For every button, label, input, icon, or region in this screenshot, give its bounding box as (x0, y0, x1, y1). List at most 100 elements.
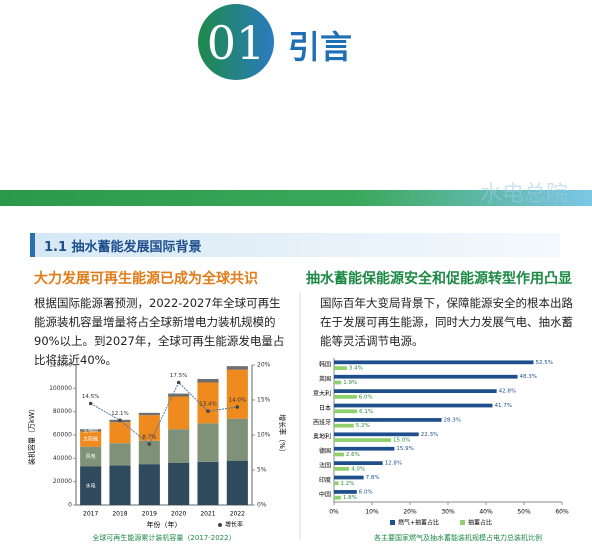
value-label: 48.3% (520, 374, 537, 380)
point (176, 380, 181, 385)
bar-segment (197, 382, 219, 424)
value-label: 52.5% (536, 360, 553, 366)
point (88, 401, 93, 406)
bar (334, 495, 341, 500)
bar (334, 418, 442, 422)
value-label: 41.7% (494, 403, 511, 409)
title: 引言 (288, 28, 353, 66)
x-tick-label: 2020 (171, 511, 186, 518)
x-tick-label: 50% (517, 509, 531, 516)
value-label: 1.2% (341, 481, 355, 487)
bar-segment (168, 396, 190, 430)
section-title: 1.1 抽水蓄能发展国际背景 (44, 240, 202, 255)
bar-segment (138, 412, 160, 416)
value-label: 22.3% (421, 432, 438, 438)
bar (334, 438, 391, 442)
value-label: 6.1% (359, 409, 373, 415)
value-label: 6.0% (359, 394, 373, 400)
bar-segment (226, 418, 248, 461)
x-tick-label: 2018 (112, 511, 127, 518)
x-tick-label: 30% (441, 509, 455, 516)
category-label: 中国 (319, 490, 331, 498)
left-heading: 大力发展可再生能源已成为全球共识 (34, 271, 258, 287)
bar (334, 380, 342, 385)
bar-segment (197, 423, 219, 462)
segment-label: 生物质 (83, 427, 98, 434)
x-tick-label: 10% (365, 509, 379, 516)
value-label: 6.0% (359, 489, 373, 495)
y-tick-label: 80000 (53, 408, 72, 415)
bar (334, 432, 419, 437)
value-label: 14.5% (82, 394, 99, 400)
y-tick-label: 120000 (49, 362, 72, 369)
category-label: 意大利 (313, 390, 331, 398)
bar-segment (197, 461, 219, 505)
x-label: 年份（年） (147, 520, 182, 529)
y-label: 装机容量（万kW） (27, 405, 36, 465)
legend-label: 燃气+抽蓄占比 (398, 519, 439, 527)
y2-tick-label: 0% (257, 502, 267, 509)
legend-label: 增长率 (225, 521, 243, 529)
y2-tick-label: 5% (257, 467, 267, 474)
bar (334, 366, 347, 370)
point (235, 405, 240, 409)
chart-1: 0% 10% 20% 30% 40% 50% 60% 韩国英国意大利日本西班牙奥地利德国法国印… (313, 358, 569, 542)
value-label: 42.8% (499, 389, 516, 395)
category-label: 英国 (319, 375, 331, 383)
bar-segment (168, 429, 190, 463)
value-label: 1.9% (343, 380, 357, 386)
bar-segment (197, 379, 219, 383)
y-tick-label: 0 (68, 502, 72, 509)
value-label: 3.4% (349, 366, 363, 372)
y2-label: 增长率（%） (278, 414, 287, 456)
category-label: 西班牙 (313, 418, 331, 426)
chart-0: 0 20000 40000 60000 80000 100000 120000 0% 5% 10%… (27, 362, 287, 543)
bar (334, 374, 518, 379)
value-label: 28.3% (444, 417, 461, 423)
right-heading: 抽水蓄能保能源安全和促能源转型作用凸显 (306, 271, 572, 287)
right-paragraph: 国际百年大变局背景下，保障能源安全的根本出路在于发展可再生能源，同时大力发展气电… (320, 296, 573, 348)
number: 01 (206, 16, 266, 70)
y2-tick-label: 15% (257, 397, 271, 404)
category-label: 德国 (319, 447, 331, 455)
y-tick-label: 40000 (53, 455, 72, 462)
bar-segment (138, 464, 160, 505)
point (147, 442, 152, 446)
bar (334, 475, 364, 480)
bar (334, 461, 383, 465)
value-label: 2.6% (346, 452, 360, 458)
value-label: 17.5% (170, 373, 187, 379)
legend-swatch (390, 520, 395, 525)
bar (334, 409, 358, 414)
line (90, 381, 238, 445)
number-badge (198, 4, 274, 80)
x-tick-label: 40% (479, 509, 493, 516)
category-label: 日本 (319, 404, 331, 412)
bar-segment (80, 431, 102, 447)
bar-segment (109, 422, 131, 444)
value-label: 12.1% (111, 411, 128, 417)
bar (334, 490, 357, 494)
y2-tick-label: 20% (257, 362, 271, 369)
category-label: 韩国 (319, 361, 331, 369)
value-label: 5.2% (356, 423, 370, 429)
section-bar (30, 233, 560, 257)
y2-tick-label: 10% (257, 432, 271, 439)
legend-marker (218, 523, 222, 527)
bar (334, 446, 395, 451)
bar-segment (109, 443, 131, 466)
category-label: 奥地利 (313, 433, 331, 441)
x-tick-label: 2017 (83, 511, 98, 518)
bar-segment (138, 415, 160, 441)
left-paragraph: 根据国际能源署预测，2022-2027年全球可再生能源装机容量增量将占全球新增电… (34, 296, 285, 367)
y-tick-label: 60000 (53, 432, 72, 439)
bar-segment (226, 369, 248, 419)
section-mark (30, 233, 35, 257)
bar-segment (226, 460, 248, 505)
x-tick-label: 20% (403, 509, 417, 516)
x-tick-label: 0% (329, 509, 339, 516)
bar-segment (80, 446, 102, 467)
caption: 各主要国家燃气及抽水蓄能装机规模占电力总装机比例 (374, 533, 542, 542)
